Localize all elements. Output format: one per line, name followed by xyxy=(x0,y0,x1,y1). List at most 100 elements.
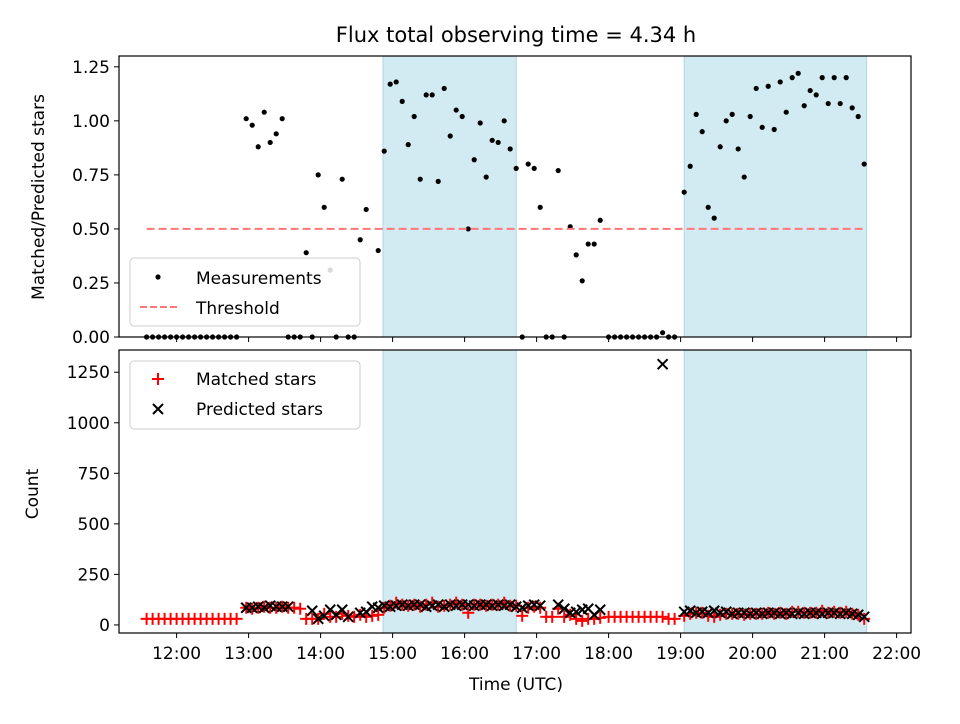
measurement-point xyxy=(795,70,801,76)
measurement-point xyxy=(693,111,699,117)
measurement-point xyxy=(705,204,711,210)
y-tick-label: 750 xyxy=(78,464,110,484)
predicted-stars-point xyxy=(558,603,570,615)
predicted-stars-point xyxy=(312,613,324,625)
y-tick-label: 500 xyxy=(78,515,110,535)
measurement-point xyxy=(321,204,327,210)
measurement-point xyxy=(753,85,759,92)
predicted-stars-point xyxy=(282,601,294,613)
measurement-point xyxy=(765,83,771,89)
measurement-point xyxy=(465,226,471,232)
measurement-point xyxy=(711,215,717,221)
measurement-point xyxy=(801,103,807,109)
x-tick-label: 13:00 xyxy=(224,644,273,664)
measurement-point xyxy=(357,237,363,243)
measurement-point xyxy=(699,129,705,135)
measurement-point xyxy=(363,206,369,213)
measurement-point xyxy=(843,75,849,81)
measurement-point xyxy=(315,172,321,178)
measurement-point xyxy=(423,92,429,98)
observing-window-2 xyxy=(683,55,868,338)
measurement-point xyxy=(513,165,519,171)
y-tick-label: 250 xyxy=(78,565,110,585)
measurement-point xyxy=(489,137,495,143)
measurement-point xyxy=(579,278,585,284)
measurement-point xyxy=(681,189,687,195)
measurement-point xyxy=(597,217,603,223)
measurement-point xyxy=(429,92,435,98)
y-tick-label: 0.00 xyxy=(72,328,110,348)
predicted-stars-point xyxy=(534,600,546,612)
y-tick-label: 1250 xyxy=(67,363,110,383)
measurement-point xyxy=(759,124,765,130)
matched-stars-point xyxy=(576,614,589,627)
matched-stars-point xyxy=(372,608,385,621)
measurement-point xyxy=(495,139,501,146)
matched-stars-point xyxy=(516,609,529,622)
measurement-point xyxy=(441,85,447,92)
measurement-point xyxy=(837,100,843,107)
measurement-point xyxy=(777,79,783,85)
measurement-point xyxy=(381,148,387,154)
measurement-point xyxy=(447,133,453,139)
measurement-point xyxy=(243,116,249,122)
measurement-point xyxy=(819,75,825,81)
measurement-point xyxy=(249,122,255,128)
measurement-point xyxy=(375,247,381,254)
predicted-stars-point xyxy=(656,358,669,370)
x-tick-label: 17:00 xyxy=(512,644,561,664)
measurement-point xyxy=(861,161,867,167)
measurement-point xyxy=(501,118,507,124)
predicted-stars-point xyxy=(306,605,318,617)
measurement-point xyxy=(531,165,537,171)
matched-stars-point xyxy=(294,602,307,615)
bottom-legend: Matched stars Predicted stars xyxy=(129,360,361,430)
legend-matched-marker xyxy=(152,373,164,385)
measurement-point xyxy=(303,250,309,256)
matched-stars-point xyxy=(462,606,475,619)
measurement-point xyxy=(453,107,459,113)
x-axis-label: Time (UTC) xyxy=(468,675,563,695)
measurement-point xyxy=(471,157,477,163)
measurement-point xyxy=(339,176,345,182)
matched-stars-point xyxy=(546,610,559,623)
measurement-point xyxy=(783,109,789,115)
x-tick-label: 20:00 xyxy=(728,644,777,664)
measurement-point xyxy=(267,139,273,146)
predicted-stars-point xyxy=(342,611,354,623)
measurement-point xyxy=(807,87,813,94)
measurement-point xyxy=(555,167,561,174)
measurement-point xyxy=(387,81,393,87)
matched-stars-point xyxy=(858,612,871,625)
measurement-point xyxy=(525,161,531,167)
x-tick-label: 12:00 xyxy=(152,644,201,664)
measurement-point xyxy=(855,113,861,120)
top-legend: Measurements Threshold xyxy=(129,257,361,327)
predicted-stars-point xyxy=(594,604,606,616)
x-tick-label: 14:00 xyxy=(296,644,345,664)
matched-stars-point xyxy=(348,610,361,623)
measurement-point xyxy=(687,163,693,169)
top-axes-frame xyxy=(118,55,912,338)
measurement-point xyxy=(273,131,279,137)
measurement-point xyxy=(735,146,741,152)
legend-threshold-label: Threshold xyxy=(195,299,280,319)
y-tick-label: 1.25 xyxy=(72,58,110,78)
measurement-point xyxy=(537,204,543,210)
observing-window-2 xyxy=(683,349,868,634)
predicted-stars-point xyxy=(858,611,870,623)
predicted-stars-point xyxy=(552,598,564,611)
measurement-point xyxy=(261,109,267,115)
matched-stars-point xyxy=(558,610,571,623)
y-tick-label: 1.00 xyxy=(72,112,110,132)
x-tick-label: 16:00 xyxy=(440,644,489,664)
legend-predicted-marker xyxy=(152,403,164,415)
measurement-point xyxy=(279,116,285,122)
measurement-point xyxy=(789,75,795,81)
measurement-point xyxy=(573,252,579,258)
count-panel: Count Time (UTC) 0 250 500 750 1000 1250 12:0… xyxy=(23,349,921,695)
bottom-y-axis-label: Count xyxy=(23,468,43,519)
measurement-point xyxy=(831,75,837,81)
matched-stars-point xyxy=(366,609,379,622)
measurement-point xyxy=(585,241,591,247)
